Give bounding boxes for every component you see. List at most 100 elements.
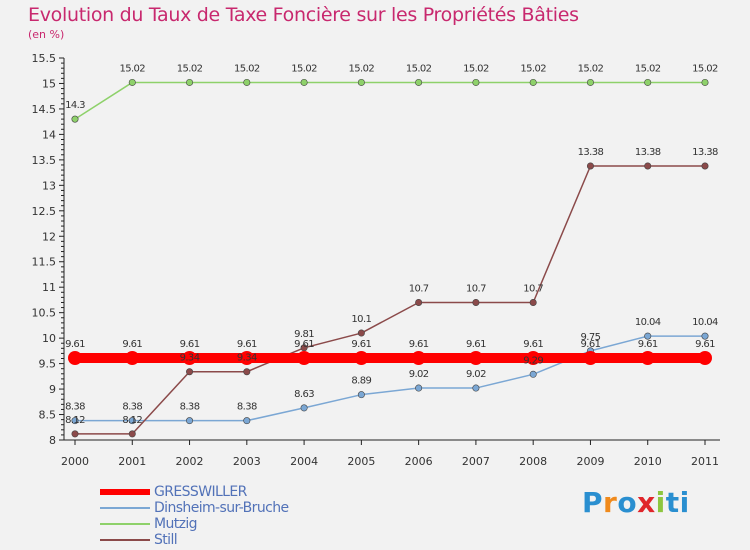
data-label: 15.02 [349, 63, 375, 74]
logo-letter: r [603, 486, 618, 519]
data-point [415, 298, 423, 306]
data-point [586, 78, 594, 86]
data-point [644, 78, 652, 86]
logo-letter: P [582, 486, 604, 519]
data-label: 8.38 [65, 402, 85, 413]
data-label: 15.02 [578, 63, 604, 74]
x-tick-label: 2006 [405, 455, 433, 468]
data-label: 9.34 [237, 353, 257, 364]
data-point [472, 298, 480, 306]
data-label: 9.61 [466, 339, 486, 350]
series-line-mutzig [74, 81, 705, 120]
y-tick-label: 15.5 [32, 52, 57, 65]
data-label: 10.04 [635, 317, 661, 328]
data-label: 9.61 [581, 339, 601, 350]
data-point [125, 350, 140, 365]
data-label: 8.12 [122, 415, 142, 426]
data-label: 15.02 [520, 63, 546, 74]
data-label: 15.02 [119, 63, 145, 74]
y-tick-label: 10 [42, 332, 56, 345]
data-label: 10.7 [409, 283, 429, 294]
y-tick-label: 9.5 [39, 358, 57, 371]
data-point [71, 430, 79, 438]
y-tick-label: 12 [42, 230, 56, 243]
data-point [586, 162, 594, 170]
data-point [411, 350, 426, 365]
data-point [300, 404, 308, 412]
x-tick-label: 2009 [576, 455, 604, 468]
data-point [243, 368, 251, 376]
data-label: 14.3 [65, 100, 85, 111]
data-point [701, 78, 709, 86]
x-tick-label: 2001 [118, 455, 146, 468]
data-point [243, 417, 251, 425]
data-label: 9.61 [695, 339, 715, 350]
data-label: 13.38 [635, 147, 661, 158]
data-point [415, 384, 423, 392]
data-point [357, 78, 365, 86]
y-tick-label: 10.5 [32, 307, 57, 320]
data-point [529, 78, 537, 86]
legend-swatch [100, 523, 150, 525]
data-label: 9.29 [523, 355, 543, 366]
data-label: 15.02 [406, 63, 432, 74]
data-label: 9.61 [65, 339, 85, 350]
data-label: 8.89 [351, 376, 371, 387]
data-label: 9.61 [122, 339, 142, 350]
data-point [357, 329, 365, 337]
legend-swatch [100, 507, 150, 509]
logo-letter: i [655, 486, 666, 519]
chart-subtitle: (en %) [28, 28, 65, 41]
data-point [640, 350, 655, 365]
data-label: 9.61 [351, 339, 371, 350]
data-label: 9.61 [180, 339, 200, 350]
x-tick-label: 2000 [61, 455, 89, 468]
y-tick-label: 13.5 [32, 154, 57, 167]
data-point [71, 115, 79, 123]
x-tick-label: 2004 [290, 455, 318, 468]
y-tick-label: 9 [49, 383, 56, 396]
data-point [128, 417, 136, 425]
data-label: 15.02 [635, 63, 661, 74]
data-point [701, 332, 709, 340]
data-point [186, 368, 194, 376]
data-point [526, 350, 541, 365]
data-point [186, 417, 194, 425]
data-label: 9.61 [237, 339, 257, 350]
chart-title: Evolution du Taux de Taxe Foncière sur l… [28, 4, 579, 26]
data-label: 15.02 [177, 63, 203, 74]
data-point [128, 430, 136, 438]
data-label: 8.63 [294, 389, 314, 400]
x-tick-label: 2008 [519, 455, 547, 468]
x-tick-label: 2003 [233, 455, 261, 468]
y-tick-label: 12.5 [32, 205, 57, 218]
data-label: 9.02 [409, 369, 429, 380]
data-label: 9.61 [409, 339, 429, 350]
series-line-dinsheim-sur-bruche [75, 335, 705, 422]
data-label: 10.1 [351, 314, 371, 325]
logo-letter: o [617, 486, 638, 519]
y-tick-label: 8 [49, 434, 56, 447]
data-label: 9.75 [581, 332, 601, 343]
data-point [297, 350, 312, 365]
data-point [186, 78, 194, 86]
data-label: 9.61 [638, 339, 658, 350]
data-label: 9.61 [294, 339, 314, 350]
proxiti-logo: Proxiti [582, 486, 690, 519]
data-point [529, 298, 537, 306]
data-label: 8.38 [122, 402, 142, 413]
data-label: 10.04 [692, 317, 718, 328]
x-tick-label: 2007 [462, 455, 490, 468]
y-tick-label: 8.5 [39, 409, 57, 422]
x-tick-label: 2011 [691, 455, 719, 468]
data-label: 15.02 [291, 63, 317, 74]
data-point [698, 350, 712, 365]
y-tick-label: 11 [42, 281, 56, 294]
data-point [182, 350, 197, 365]
data-point [128, 78, 136, 86]
data-label: 9.02 [466, 369, 486, 380]
data-point [68, 350, 82, 365]
data-point [701, 162, 709, 170]
data-label: 8.38 [237, 402, 257, 413]
data-label: 9.61 [523, 339, 543, 350]
